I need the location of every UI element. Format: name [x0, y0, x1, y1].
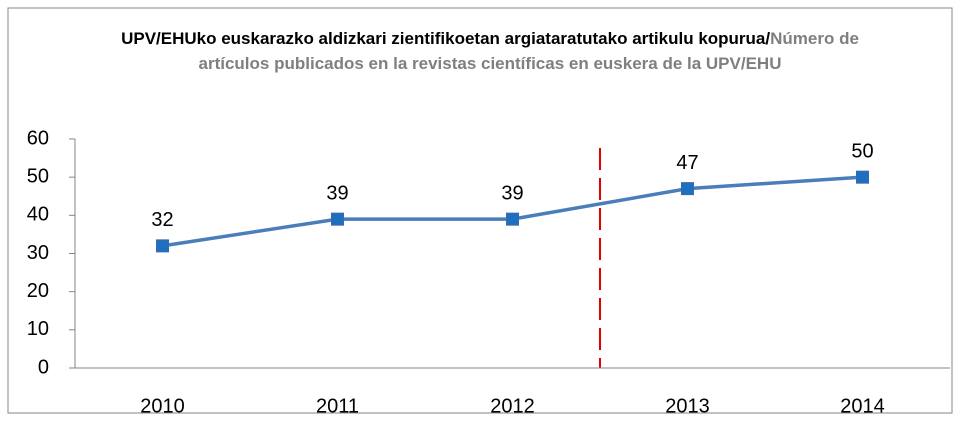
data-point — [506, 212, 519, 226]
data-point — [681, 182, 694, 196]
y-tick-label: 40 — [27, 204, 49, 226]
y-tick-label: 10 — [27, 318, 49, 340]
data-label: 50 — [851, 140, 873, 162]
chart-title: UPV/EHUko euskarazko aldizkari zientifik… — [115, 26, 865, 76]
x-tick-label: 2010 — [140, 395, 185, 417]
data-label: 32 — [151, 209, 173, 231]
data-label: 47 — [676, 152, 698, 174]
data-point — [331, 212, 344, 226]
y-tick-label: 0 — [38, 356, 49, 378]
y-tick-label: 20 — [27, 280, 49, 302]
data-point — [856, 170, 869, 184]
y-tick-label: 30 — [27, 242, 49, 264]
data-point — [156, 239, 169, 253]
x-tick-label: 2014 — [840, 395, 885, 417]
x-tick-label: 2011 — [316, 395, 359, 417]
data-label: 39 — [501, 182, 523, 204]
data-label: 39 — [326, 182, 348, 204]
x-tick-label: 2013 — [665, 395, 710, 417]
chart-border — [7, 7, 953, 414]
title-part: UPV/EHUko euskarazko aldizkari zientifik… — [121, 29, 771, 48]
y-tick-label: 60 — [27, 127, 49, 149]
y-tick-label: 50 — [27, 165, 49, 187]
title-part: Número de artículos publicados en la rev… — [198, 29, 859, 73]
x-tick-label: 2012 — [490, 395, 535, 417]
